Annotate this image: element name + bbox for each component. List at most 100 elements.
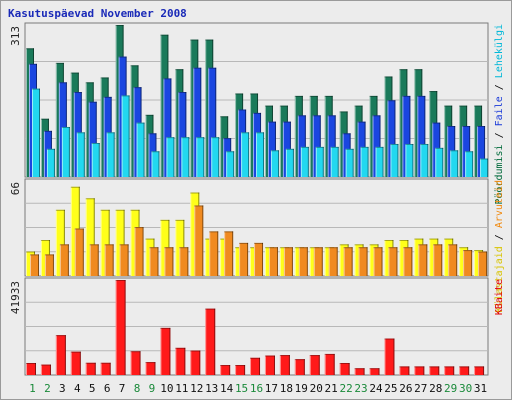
bar-bottom-kbaite-10: [160, 327, 171, 375]
bar-bottom-kbaite-18: [279, 355, 290, 375]
bar-top-faile-13: [208, 67, 217, 177]
bar-middle-arvuteid-25: [388, 247, 398, 276]
right-label-bottom: KBaite: [494, 279, 505, 315]
bar-middle-k-lastajaid-6: [100, 209, 110, 276]
bar-top-lehek-lgi-12: [196, 137, 205, 177]
bar-middle-arvuteid-9: [149, 247, 159, 276]
bar-middle-arvuteid-4: [74, 228, 84, 276]
x-tick-16: 16: [250, 382, 263, 395]
x-tick-5: 5: [89, 382, 96, 395]
bar-middle-arvuteid-14: [224, 231, 234, 276]
bar-top-faile-17: [267, 121, 276, 177]
right-label-part-middle-0: Külastajaid: [494, 246, 505, 312]
right-label-part-bottom-0: KBaite: [494, 279, 505, 315]
bar-top-faile-27: [417, 95, 426, 177]
bar-top-lehek-lgi-16: [256, 132, 265, 177]
bar-middle-arvuteid-16: [254, 242, 264, 276]
bar-bottom-kbaite-19: [294, 359, 305, 375]
bar-middle-arvuteid-22: [343, 247, 353, 276]
bar-middle-arvuteid-10: [164, 247, 174, 276]
bar-top-lehek-lgi-15: [241, 132, 250, 177]
bar-bottom-kbaite-7: [115, 280, 126, 375]
bar-top-lehek-lgi-13: [211, 137, 220, 177]
bar-top-lehek-lgi-2: [46, 148, 55, 177]
bar-middle-arvuteid-23: [358, 247, 368, 276]
x-tick-18: 18: [280, 382, 293, 395]
x-tick-7: 7: [119, 382, 126, 395]
bar-top-faile-12: [193, 67, 202, 177]
bar-middle-arvuteid-24: [373, 247, 383, 276]
bar-middle-arvuteid-2: [44, 254, 54, 276]
bar-bottom-kbaite-5: [85, 362, 96, 375]
bar-middle-arvuteid-13: [209, 231, 219, 276]
bar-top-lehek-lgi-20: [315, 146, 324, 177]
bar-top-lehek-lgi-19: [300, 146, 309, 177]
bar-bottom-kbaite-26: [399, 366, 410, 375]
bar-top-lehek-lgi-23: [360, 146, 369, 177]
x-tick-25: 25: [384, 382, 397, 395]
bar-top-lehek-lgi-1: [32, 88, 40, 177]
bar-top-lehek-lgi-22: [345, 148, 354, 177]
bar-middle-arvuteid-12: [194, 205, 204, 276]
bar-top-faile-11: [178, 92, 187, 177]
bar-middle-arvuteid-29: [448, 244, 458, 276]
x-tick-19: 19: [295, 382, 308, 395]
bar-middle-arvuteid-19: [298, 247, 308, 276]
bar-bottom-kbaite-13: [205, 308, 216, 375]
bar-top-lehek-lgi-17: [270, 150, 279, 177]
bar-top-lehek-lgi-31: [480, 158, 489, 177]
bar-bottom-kbaite-28: [429, 366, 440, 375]
x-tick-4: 4: [74, 382, 81, 395]
bar-top-faile-31: [477, 126, 486, 177]
bar-top-faile-26: [402, 95, 411, 177]
bar-bottom-kbaite-21: [324, 353, 335, 375]
bar-middle-arvuteid-20: [313, 247, 323, 276]
ymax-label-bottom: 41933: [9, 281, 22, 314]
bar-bottom-kbaite-30: [459, 366, 470, 375]
bar-top-lehek-lgi-7: [121, 95, 130, 177]
bar-bottom-kbaite-4: [70, 351, 81, 375]
bar-top-lehek-lgi-29: [450, 150, 459, 177]
bar-middle-arvuteid-21: [328, 247, 338, 276]
bar-bottom-kbaite-29: [444, 366, 455, 375]
right-label-part-top-2: Faile: [494, 96, 505, 126]
bar-middle-arvuteid-15: [239, 242, 249, 276]
bar-top-lehek-lgi-9: [151, 151, 160, 177]
right-label-part-top-3: /: [494, 78, 505, 96]
bar-top-lehek-lgi-18: [285, 148, 294, 177]
x-tick-21: 21: [325, 382, 338, 395]
right-label-part-top-4: Lehekülgi: [494, 24, 505, 78]
x-tick-6: 6: [104, 382, 111, 395]
x-tick-10: 10: [160, 382, 173, 395]
right-label-part-middle-1: /: [494, 228, 505, 246]
x-tick-2: 2: [44, 382, 51, 395]
bar-bottom-kbaite-15: [235, 365, 246, 375]
x-tick-9: 9: [149, 382, 156, 395]
x-tick-29: 29: [444, 382, 457, 395]
bar-bottom-kbaite-31: [474, 366, 485, 375]
bar-middle-arvuteid-17: [268, 247, 278, 276]
x-tick-1: 1: [29, 382, 36, 395]
x-tick-15: 15: [235, 382, 248, 395]
right-label-middle: Külastajaid / Arvuteid: [494, 180, 505, 312]
bar-bottom-kbaite-25: [384, 338, 395, 375]
x-tick-12: 12: [190, 382, 203, 395]
x-tick-30: 30: [459, 382, 472, 395]
bar-top-lehek-lgi-30: [465, 151, 474, 177]
x-tick-14: 14: [220, 382, 234, 395]
bar-bottom-kbaite-1: [26, 362, 36, 375]
bar-bottom-kbaite-2: [40, 364, 51, 375]
bar-top-lehek-lgi-25: [390, 143, 399, 177]
bar-bottom-kbaite-12: [190, 350, 201, 375]
bar-top-lehek-lgi-21: [330, 146, 339, 177]
bar-middle-k-lastajaid-7: [115, 209, 125, 276]
bar-middle-arvuteid-1: [30, 254, 39, 276]
bar-middle-arvuteid-27: [418, 244, 428, 276]
ymax-label-middle: 66: [9, 182, 22, 195]
bar-bottom-kbaite-9: [145, 362, 156, 375]
bar-bottom-kbaite-22: [339, 362, 350, 375]
bar-top-faile-10: [163, 78, 172, 177]
bar-middle-arvuteid-18: [283, 247, 293, 276]
bar-top-lehek-lgi-6: [106, 132, 115, 177]
